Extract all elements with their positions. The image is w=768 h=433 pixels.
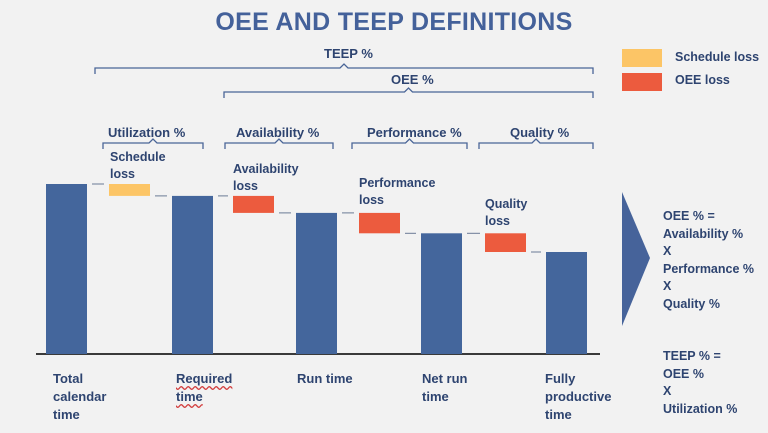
schedule-loss-label: Schedule loss xyxy=(110,150,166,181)
performance-bracket xyxy=(351,138,468,149)
x-label-required-time: Required time xyxy=(176,371,233,404)
legend-swatch-oee-loss xyxy=(622,73,662,91)
bar-total-calendar-time xyxy=(46,184,87,354)
x-label-total-calendar-time: Total calendar time xyxy=(53,371,107,422)
teep-bracket-label: TEEP % xyxy=(324,46,373,61)
oee-bracket-label: OEE % xyxy=(391,72,434,87)
oee-formula: OEE % = Availability % X Performance % X Qua… xyxy=(663,209,755,311)
quality-bracket-label: Quality % xyxy=(510,125,570,140)
loss-box-quality-loss xyxy=(485,233,526,252)
availability-bracket-label: Availability % xyxy=(236,125,320,140)
x-label-fully-productive-time: Fully productive time xyxy=(545,371,612,422)
performance-loss-label: Performance loss xyxy=(359,176,436,207)
bar-net-run-time xyxy=(421,233,462,354)
formula-arrow-icon xyxy=(622,192,650,326)
utilization-bracket xyxy=(102,138,204,149)
loss-box-availability-loss xyxy=(233,195,274,213)
x-label-run-time: Run time xyxy=(297,371,353,386)
bar-required-time xyxy=(172,195,213,354)
bar-run-time xyxy=(296,212,337,354)
performance-bracket-label: Performance % xyxy=(367,125,462,140)
x-label-net-run-time: Net run time xyxy=(422,371,468,404)
utilization-bracket-label: Utilization % xyxy=(108,125,186,140)
loss-box-performance-loss xyxy=(359,212,400,234)
availability-loss-label: Availability loss xyxy=(233,162,299,193)
legend-swatch-schedule-loss xyxy=(622,49,662,67)
loss-box-schedule-loss xyxy=(109,184,150,196)
availability-bracket xyxy=(224,138,334,149)
bar-fully-productive-time xyxy=(546,252,587,354)
quality-bracket xyxy=(478,138,594,149)
page-title: OEE AND TEEP DEFINITIONS xyxy=(215,8,573,36)
teep-formula: TEEP % = OEE % X Utilization % xyxy=(663,349,738,416)
quality-loss-label: Quality loss xyxy=(485,197,528,228)
legend-label-oee-loss: OEE loss xyxy=(675,73,730,87)
teep-bracket xyxy=(94,63,594,74)
oee-bracket xyxy=(223,87,594,98)
legend-label-schedule-loss: Schedule loss xyxy=(675,50,760,64)
